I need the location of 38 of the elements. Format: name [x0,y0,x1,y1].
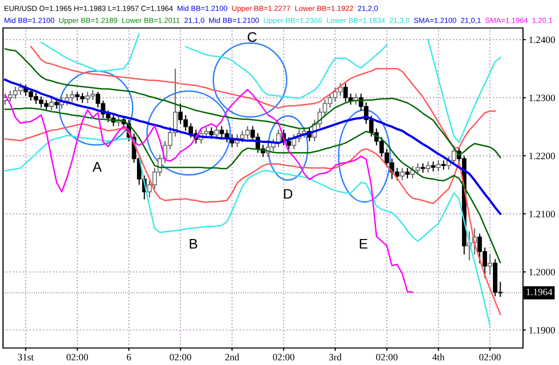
x-tick-label: 6 [126,354,132,360]
annotation: A [92,162,102,172]
candlestick [431,161,436,172]
candlestick [49,98,54,112]
candlestick [405,167,410,179]
annotation: E [360,238,368,249]
ref-line-label: 1.1964 [526,288,552,296]
line-series [4,88,414,293]
x-tick-label: 02:00 [376,354,398,360]
x-tick-label: 31st [18,354,34,360]
candlestick [441,160,446,170]
y-tick-label: 1.2100 [529,210,555,218]
candlestick [209,126,214,140]
line-series [30,46,496,148]
line-series [4,78,502,215]
candlestick [214,126,219,140]
x-tick-label: 02:00 [66,354,88,360]
annotation: C [248,32,257,42]
x-tick-label: 02:00 [272,354,294,360]
candlestick [436,160,441,172]
x-tick-label: 3rd [329,354,342,360]
x-tick-label: 2nd [225,354,240,360]
candlestick [286,136,292,150]
annotation: D [284,189,292,199]
line-series [4,48,501,158]
candlestick [426,161,430,174]
candlestick [400,167,405,181]
x-tick-label: 02:00 [170,354,192,360]
candlestick [420,162,426,174]
y-tick-label: 1.1900 [529,326,555,334]
x-tick-label: 02:00 [479,354,501,360]
y-tick-label: 1.2300 [529,94,555,102]
y-tick-label: 1.2400 [529,36,555,44]
annotation: B [190,238,198,249]
x-tick-label: 4th [432,354,444,360]
y-tick-label: 1.2000 [529,268,555,276]
line-series [4,107,501,264]
y-tick-label: 1.2200 [529,152,555,160]
